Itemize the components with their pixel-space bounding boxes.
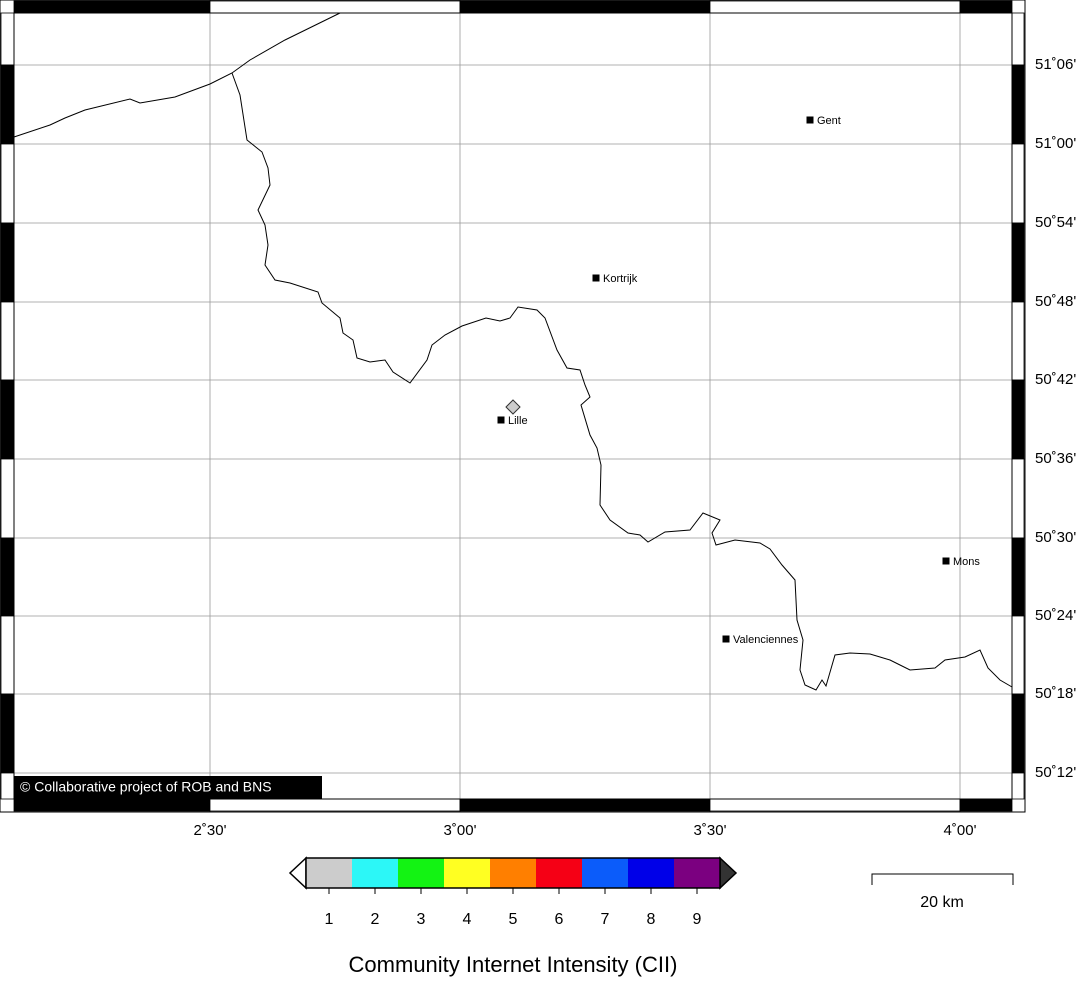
city-label: Valenciennes	[733, 634, 799, 646]
colorbar-cell	[582, 858, 628, 888]
colorbar-cell	[490, 858, 536, 888]
frame-bar	[459, 0, 711, 14]
colorbar-label: 7	[601, 911, 610, 928]
city-label: Gent	[817, 115, 841, 127]
scale-bar	[871, 873, 1014, 885]
epicenter-marker	[505, 399, 521, 415]
frame-bar	[709, 798, 961, 812]
latitude-label: 51˚06'	[1035, 56, 1076, 73]
frame-bar	[959, 0, 1013, 14]
latitude-label: 50˚48'	[1035, 293, 1076, 310]
frame-bar	[0, 379, 15, 460]
colorbar-label: 8	[647, 911, 656, 928]
colorbar-cell	[444, 858, 490, 888]
country-border	[231, 72, 1013, 691]
frame-bar	[1011, 615, 1025, 695]
frame-bar	[1011, 537, 1025, 617]
frame-bar	[0, 693, 15, 774]
frame-bar	[0, 537, 15, 617]
colorbar-cell	[306, 858, 352, 888]
longitude-label: 2˚30'	[194, 822, 227, 839]
city-marker	[497, 416, 505, 424]
map-border	[13, 12, 1013, 800]
frame-bar	[1011, 772, 1025, 800]
colorbar-cell	[674, 858, 720, 888]
latitude-label: 50˚30'	[1035, 529, 1076, 546]
frame-bar	[1011, 222, 1025, 303]
latitude-label: 50˚54'	[1035, 214, 1076, 231]
frame	[0, 0, 1026, 813]
credit-box	[14, 776, 322, 799]
frame-bar	[709, 0, 961, 14]
colorbar-cell	[352, 858, 398, 888]
coastline	[13, 12, 341, 138]
city-label: Lille	[508, 415, 528, 427]
frame-bar	[1011, 379, 1025, 460]
frame-bar	[0, 222, 15, 303]
frame-bar	[459, 798, 711, 812]
latitude-label: 50˚42'	[1035, 371, 1076, 388]
frame-bar	[1011, 64, 1025, 145]
colorbar-cell	[628, 858, 674, 888]
city-marker	[592, 274, 600, 282]
frame-bar	[209, 798, 461, 812]
latitude-label: 51˚00'	[1035, 135, 1076, 152]
longitude-label: 4˚00'	[944, 822, 977, 839]
colorbar-label: 6	[555, 911, 564, 928]
frame-bar	[1011, 458, 1025, 539]
colorbar-label: 5	[509, 911, 518, 928]
latitude-label: 50˚18'	[1035, 685, 1076, 702]
colorbar-label: 3	[417, 911, 426, 928]
credit-text: © Collaborative project of ROB and BNS	[20, 779, 272, 795]
latitude-label: 50˚12'	[1035, 764, 1076, 781]
scale-bar-label: 20 km	[920, 894, 964, 911]
colorbar-label: 2	[371, 911, 380, 928]
longitude-label: 3˚00'	[444, 822, 477, 839]
latitude-label: 50˚24'	[1035, 607, 1076, 624]
frame-bar	[0, 458, 15, 539]
city-marker	[806, 116, 814, 124]
city-marker	[942, 557, 950, 565]
frame-bar	[0, 772, 15, 800]
city-label: Kortrijk	[603, 273, 638, 285]
frame-bar	[0, 615, 15, 695]
frame-bar	[13, 798, 211, 812]
frame-bar	[209, 0, 461, 14]
frame-bar	[0, 64, 15, 145]
colorbar-label: 1	[325, 911, 334, 928]
frame-bar	[959, 798, 1013, 812]
latitude-label: 50˚36'	[1035, 450, 1076, 467]
frame-bar	[0, 12, 15, 66]
frame-bar	[0, 301, 15, 381]
colorbar-label: 9	[693, 911, 702, 928]
city-marker	[722, 635, 730, 643]
colorbar-label: 4	[463, 911, 472, 928]
frame-bar	[1011, 12, 1025, 66]
frame-bar	[0, 143, 15, 224]
frame-bar	[1011, 143, 1025, 224]
colorbar-cell	[398, 858, 444, 888]
colorbar-cell	[536, 858, 582, 888]
frame-bar	[13, 0, 211, 14]
longitude-label: 3˚30'	[694, 822, 727, 839]
colorbar-title: Community Internet Intensity (CII)	[349, 952, 678, 977]
city-label: Mons	[953, 556, 980, 568]
frame-bar	[1011, 693, 1025, 774]
frame-bar	[1011, 301, 1025, 381]
